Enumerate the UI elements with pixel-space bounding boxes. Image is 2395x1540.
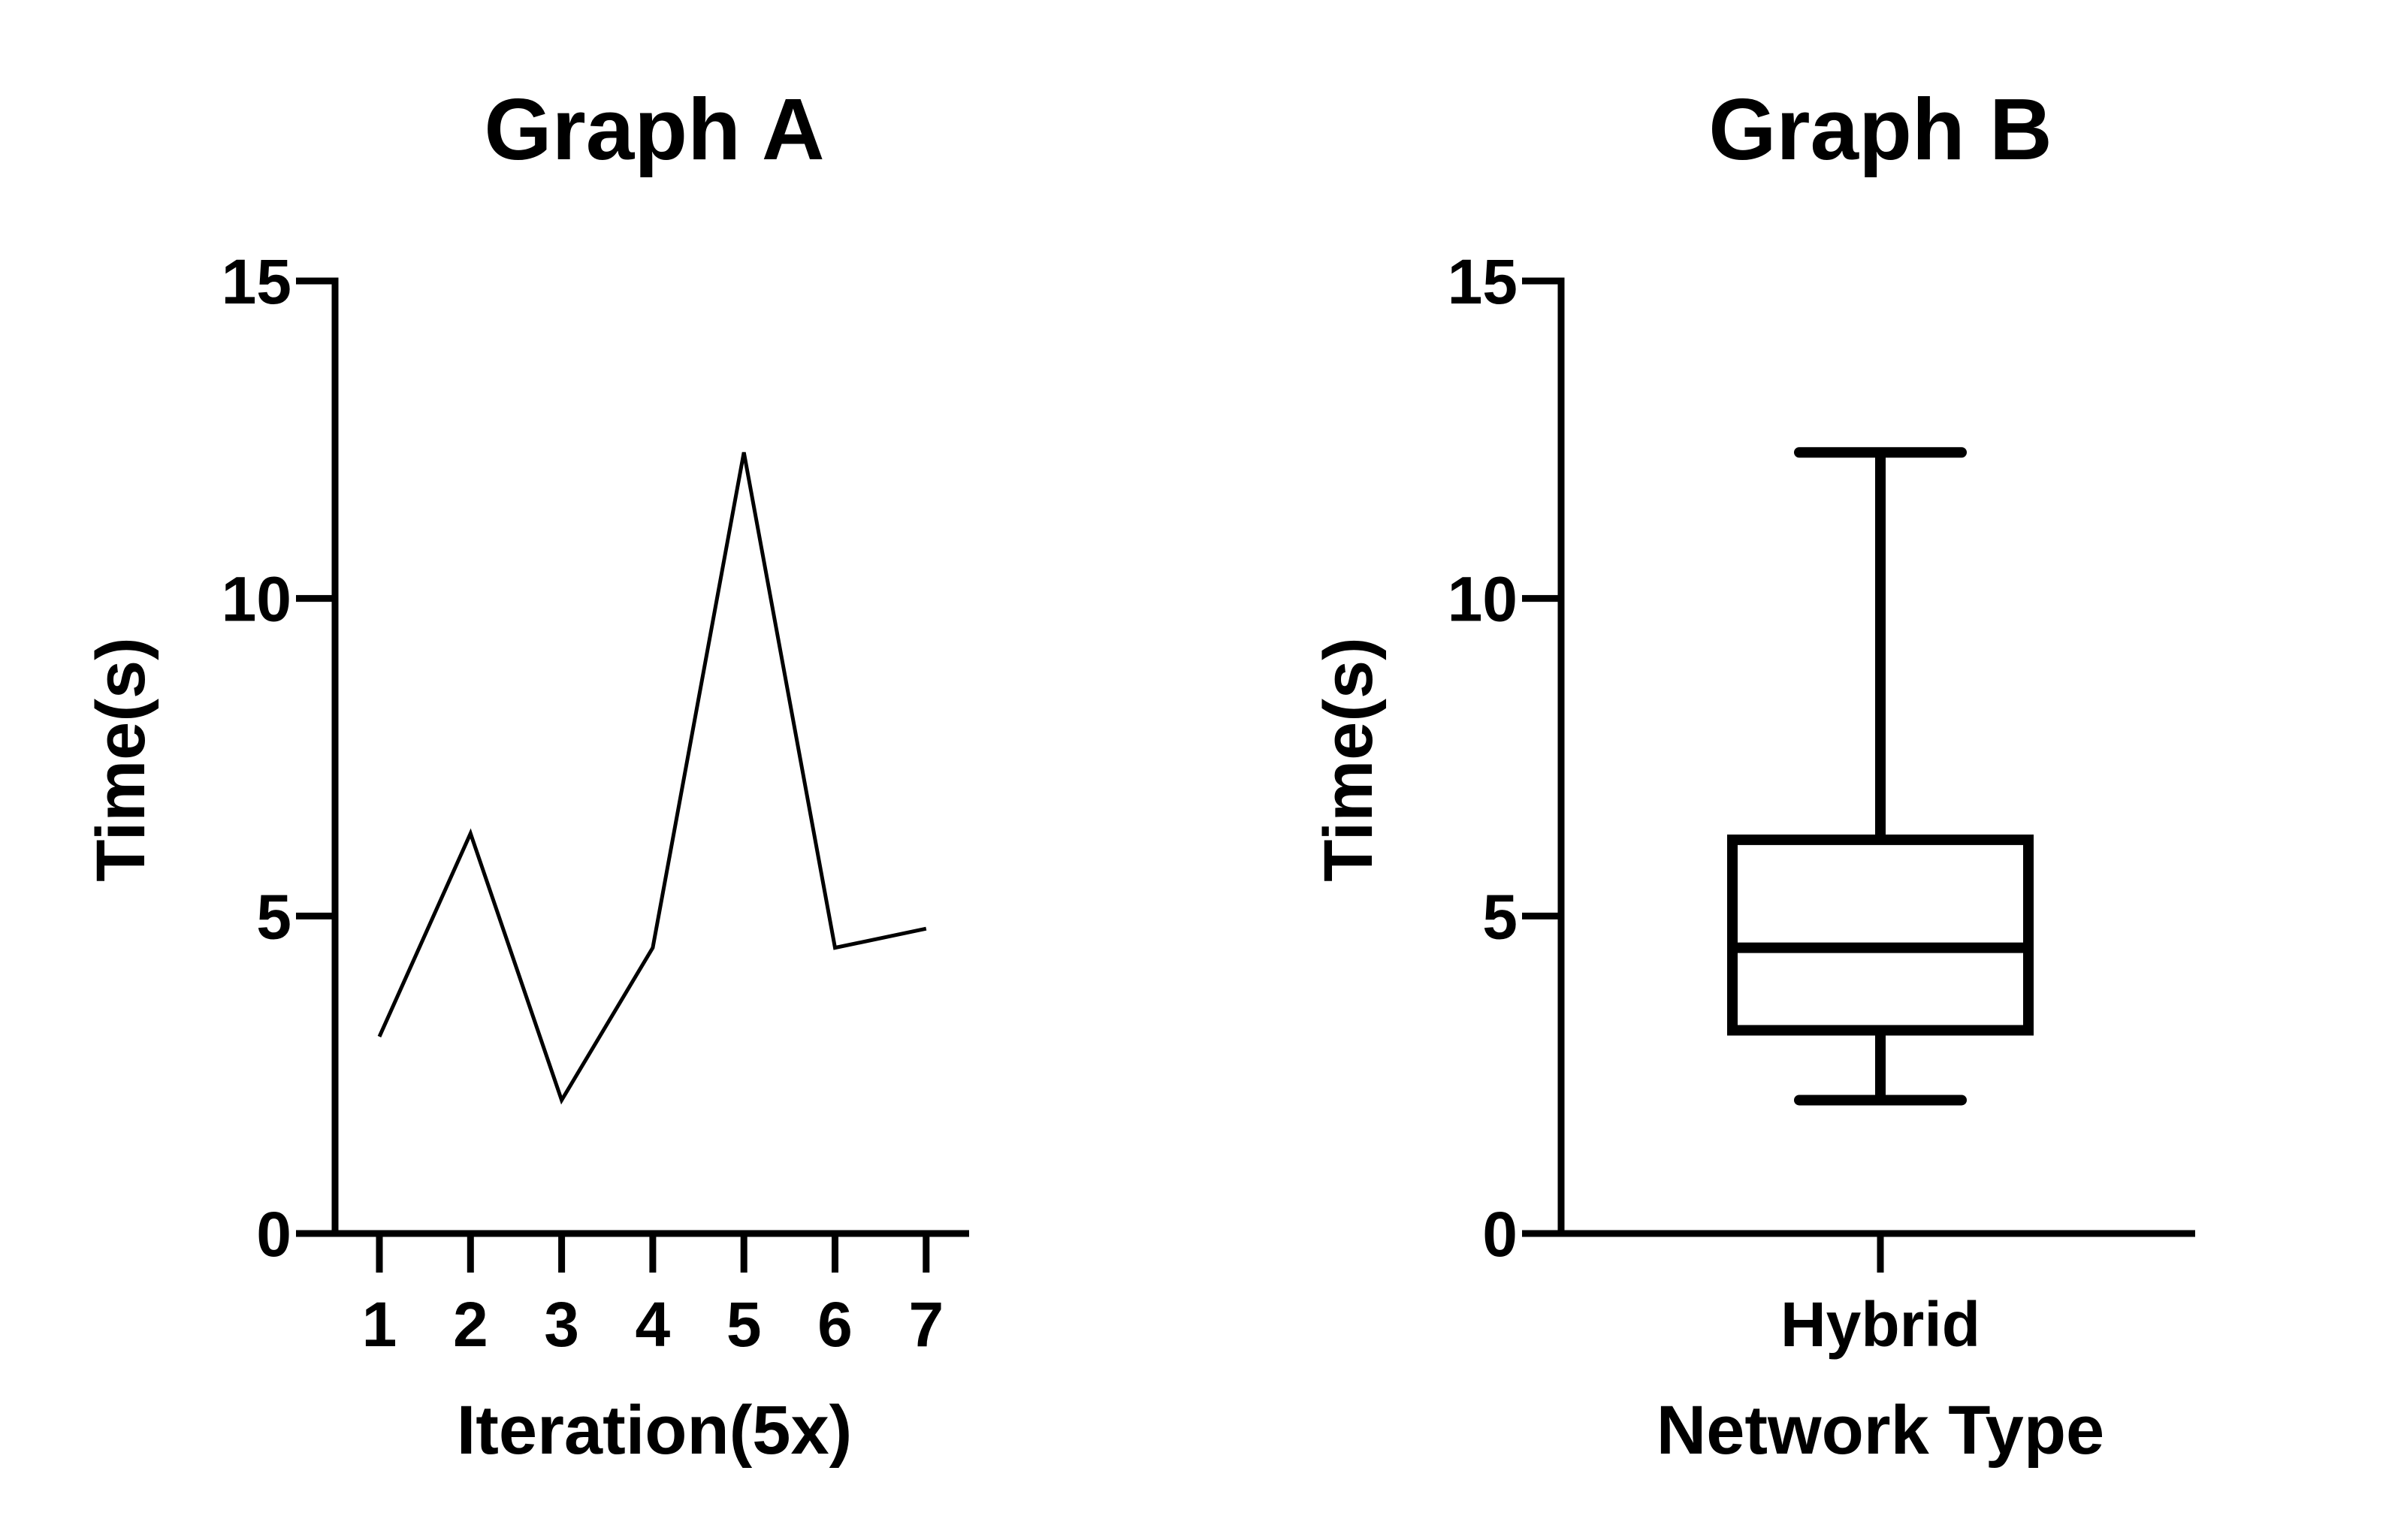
y-tick-label: 5 — [256, 881, 291, 952]
chart-b-x-ticks: Hybrid — [1780, 1234, 1980, 1360]
chart-b-axes — [1557, 277, 2195, 1237]
chart-b: Graph B Time(s) Network Type 0 5 10 15 Hybr… — [1310, 80, 2195, 1469]
y-tick-label: 10 — [1448, 564, 1518, 635]
series-line — [377, 451, 927, 1105]
chart-b-y-ticks: 0 5 10 15 — [1448, 246, 1561, 1270]
chart-a-x-axis-label: Iteration(5x) — [457, 1392, 853, 1469]
x-tick-label: 1 — [362, 1289, 397, 1360]
x-tick-label: 6 — [817, 1289, 853, 1360]
iqr-box — [1727, 834, 2034, 1036]
chart-a-y-axis-label: Time(s) — [83, 637, 159, 882]
y-tick-label: 15 — [222, 246, 291, 317]
chart-a-y-ticks: 0 5 10 15 — [222, 246, 335, 1270]
chart-b-marks — [1727, 447, 2034, 1106]
chart-a-title: Graph A — [484, 80, 824, 178]
chart-b-x-axis-label: Network Type — [1657, 1392, 2104, 1469]
y-tick-label: 10 — [222, 564, 291, 635]
x-tick-label: 4 — [636, 1289, 671, 1360]
x-tick-label: Hybrid — [1780, 1289, 1980, 1360]
y-tick-label: 0 — [256, 1199, 291, 1270]
y-tick-label: 15 — [1448, 246, 1518, 317]
x-tick-label: 7 — [908, 1289, 944, 1360]
y-tick-label: 5 — [1482, 881, 1518, 952]
x-tick-label: 2 — [453, 1289, 488, 1360]
y-tick-label: 0 — [1482, 1199, 1518, 1270]
chart-a-axes — [331, 277, 969, 1237]
chart-b-title: Graph B — [1708, 80, 2052, 178]
chart-b-y-axis-label: Time(s) — [1310, 637, 1387, 882]
x-tick-label: 3 — [544, 1289, 579, 1360]
chart-a-marks — [377, 451, 927, 1105]
x-tick-label: 5 — [726, 1289, 762, 1360]
